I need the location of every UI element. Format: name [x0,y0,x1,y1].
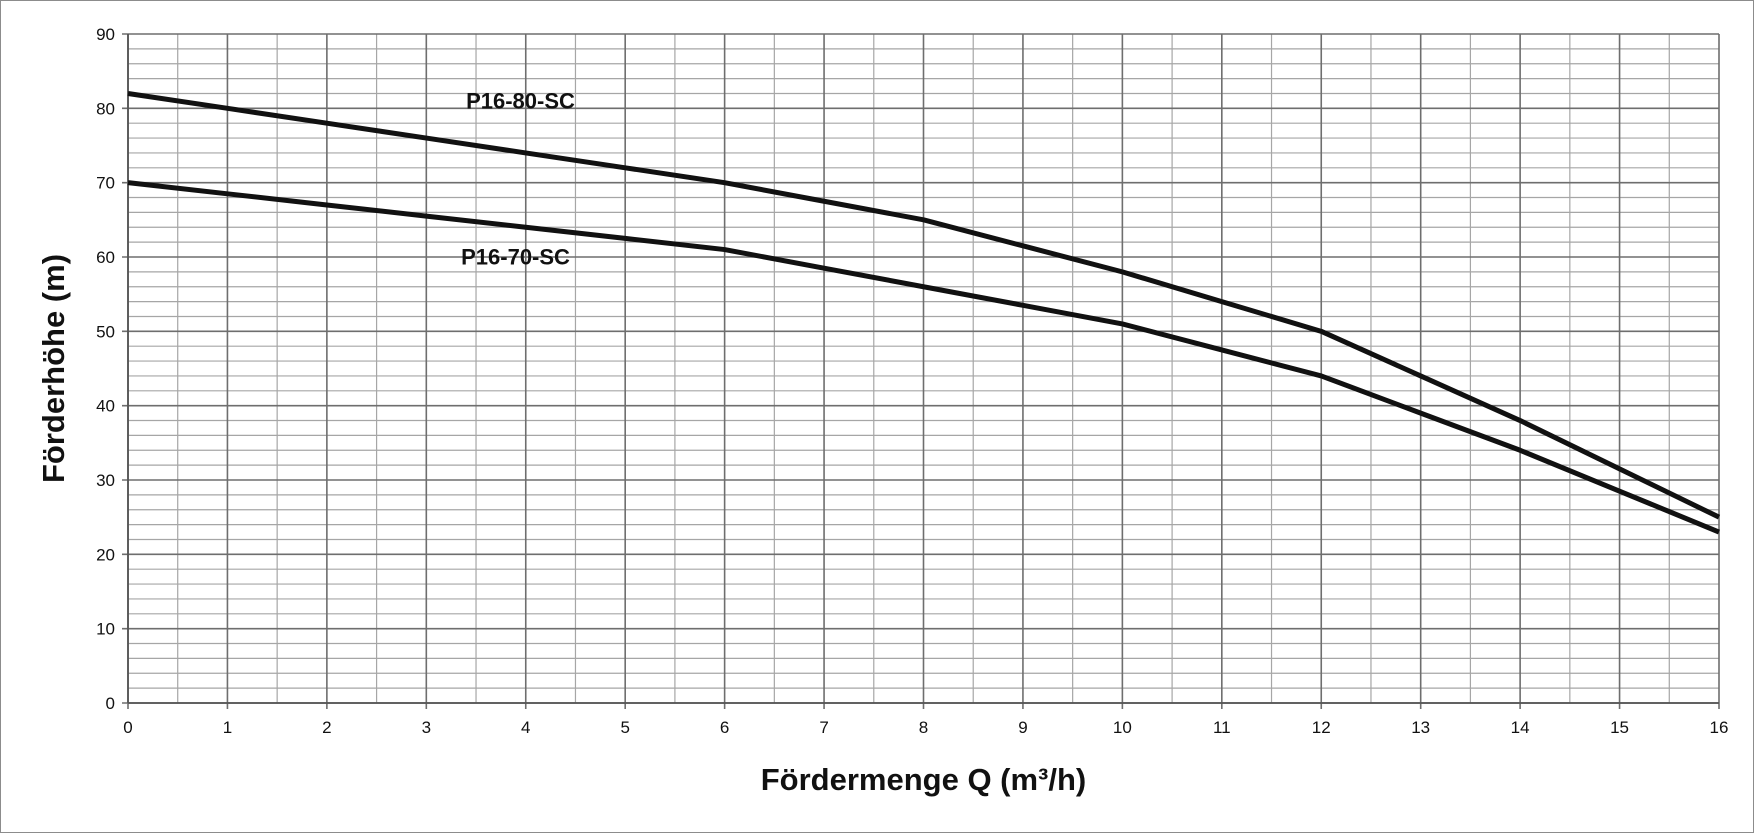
x-tick-label: 2 [322,718,331,737]
y-tick-label: 60 [96,248,115,267]
x-tick-label: 4 [521,718,530,737]
x-tick-label: 7 [819,718,828,737]
x-tick-label: 6 [720,718,729,737]
x-tick-label: 12 [1312,718,1331,737]
y-tick-label: 80 [96,99,115,118]
series-annotations: P16-80-SC P16-70-SC [461,88,575,269]
x-tick-label: 8 [919,718,928,737]
y-tick-label: 10 [96,620,115,639]
series-line-p16-80-sc [127,90,1721,520]
y-tick-label: 70 [96,174,115,193]
series-label-p16-80-sc: P16-80-SC [466,88,575,113]
x-tick-label: 16 [1710,718,1729,737]
y-tick-label: 90 [96,25,115,44]
x-tick-label: 14 [1511,718,1530,737]
y-tick-label: 30 [96,471,115,490]
x-axis-title: Fördermenge Q (m³/h) [761,762,1087,797]
x-tick-label: 9 [1018,718,1027,737]
x-tick-label: 3 [422,718,431,737]
major-gridlines [122,33,1720,709]
y-tick-label: 50 [96,322,115,341]
x-tick-label: 11 [1213,718,1231,737]
y-tick-label: 40 [96,397,115,416]
y-axis-title: Förderhöhe (m) [36,254,71,483]
y-tick-label: 0 [106,694,115,713]
y-tick-label: 20 [96,545,115,564]
tick-labels: 0 1 2 3 4 5 6 7 8 9 10 11 12 13 14 15 160102030405060708… [96,25,1728,737]
series-lines [127,90,1721,535]
x-tick-label: 15 [1610,718,1629,737]
x-tick-label: 10 [1113,718,1132,737]
x-tick-label: 1 [223,718,232,737]
x-tick-label: 5 [620,718,629,737]
x-tick-label: 0 [123,718,132,737]
series-line-p16-70-sc [127,180,1720,535]
x-tick-label: 13 [1411,718,1430,737]
series-label-p16-70-sc: P16-70-SC [461,244,570,269]
